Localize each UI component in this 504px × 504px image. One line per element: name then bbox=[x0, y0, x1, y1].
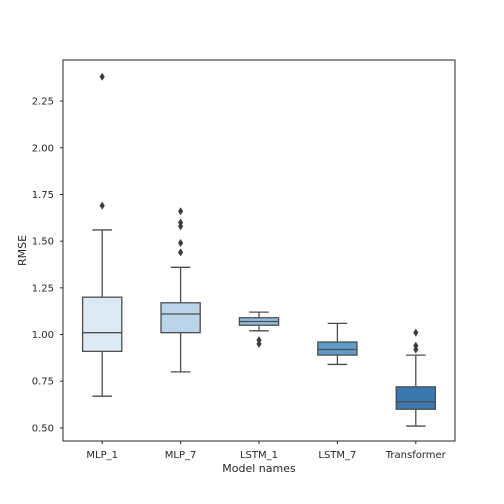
outlier-point bbox=[413, 328, 419, 337]
box-lstm-7 bbox=[317, 322, 358, 366]
boxes-layer bbox=[81, 72, 437, 427]
outlier-point bbox=[413, 341, 419, 350]
box-lstm-1 bbox=[238, 311, 280, 348]
y-tick-label: 0.50 bbox=[32, 423, 54, 434]
iqr-box bbox=[160, 302, 201, 334]
x-tick-label: LSTM_1 bbox=[240, 450, 278, 461]
outlier-point bbox=[99, 201, 105, 210]
x-axis-title: Model names bbox=[222, 462, 296, 475]
y-tick-label: 0.75 bbox=[32, 377, 54, 388]
outlier-point bbox=[178, 239, 184, 248]
box-mlp-1 bbox=[81, 72, 123, 397]
y-tick-label: 1.75 bbox=[32, 190, 54, 201]
y-tick-label: 1.00 bbox=[32, 330, 54, 341]
y-tick-label: 2.25 bbox=[32, 97, 54, 108]
x-tick-label: Transformer bbox=[385, 450, 447, 461]
box-transformer bbox=[395, 328, 437, 427]
iqr-box bbox=[317, 341, 358, 356]
y-tick-label: 2.00 bbox=[32, 143, 54, 154]
x-tick-label: MLP_1 bbox=[86, 450, 118, 461]
y-axis-title: RMSE bbox=[16, 235, 29, 266]
y-axis-ticks: 0.50 0.75 1.00 1.25 1.50 1.75 2.00 2.25 bbox=[32, 97, 63, 434]
outlier-point bbox=[178, 207, 184, 216]
y-tick-label: 1.25 bbox=[32, 283, 54, 294]
y-tick-label: 1.50 bbox=[32, 237, 54, 248]
outlier-point bbox=[99, 72, 105, 81]
box-mlp-7 bbox=[160, 207, 201, 373]
outlier-point bbox=[178, 248, 184, 257]
iqr-box bbox=[81, 296, 123, 353]
outlier-point bbox=[256, 336, 262, 345]
x-tick-label: MLP_7 bbox=[165, 450, 197, 461]
x-tick-label: LSTM_7 bbox=[318, 450, 356, 461]
outlier-point bbox=[178, 218, 184, 227]
iqr-box bbox=[395, 386, 437, 410]
x-axis-ticks: MLP_1 MLP_7 LSTM_1 LSTM_7 Transformer bbox=[86, 441, 447, 461]
